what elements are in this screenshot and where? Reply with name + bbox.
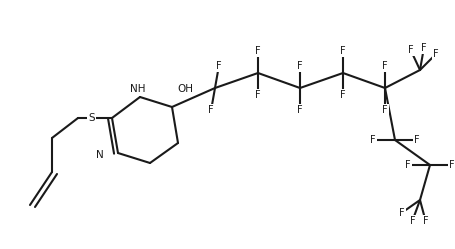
Text: F: F xyxy=(216,61,221,71)
Text: F: F xyxy=(420,43,426,53)
Text: F: F xyxy=(208,105,213,115)
Text: NH: NH xyxy=(130,84,146,94)
Text: F: F xyxy=(413,135,419,145)
Text: F: F xyxy=(422,216,428,226)
Text: F: F xyxy=(432,50,437,60)
Text: F: F xyxy=(297,61,302,71)
Text: F: F xyxy=(339,46,345,56)
Text: F: F xyxy=(255,46,260,56)
Text: F: F xyxy=(297,105,302,115)
Text: S: S xyxy=(88,113,95,123)
Text: F: F xyxy=(404,160,410,170)
Text: OH: OH xyxy=(177,84,192,94)
Text: N: N xyxy=(96,150,104,160)
Text: F: F xyxy=(255,90,260,100)
Text: F: F xyxy=(409,216,415,226)
Text: F: F xyxy=(448,160,454,170)
Text: F: F xyxy=(407,45,413,55)
Text: F: F xyxy=(381,105,387,115)
Text: F: F xyxy=(381,61,387,71)
Text: F: F xyxy=(339,90,345,100)
Text: F: F xyxy=(369,135,375,145)
Text: F: F xyxy=(398,208,404,218)
